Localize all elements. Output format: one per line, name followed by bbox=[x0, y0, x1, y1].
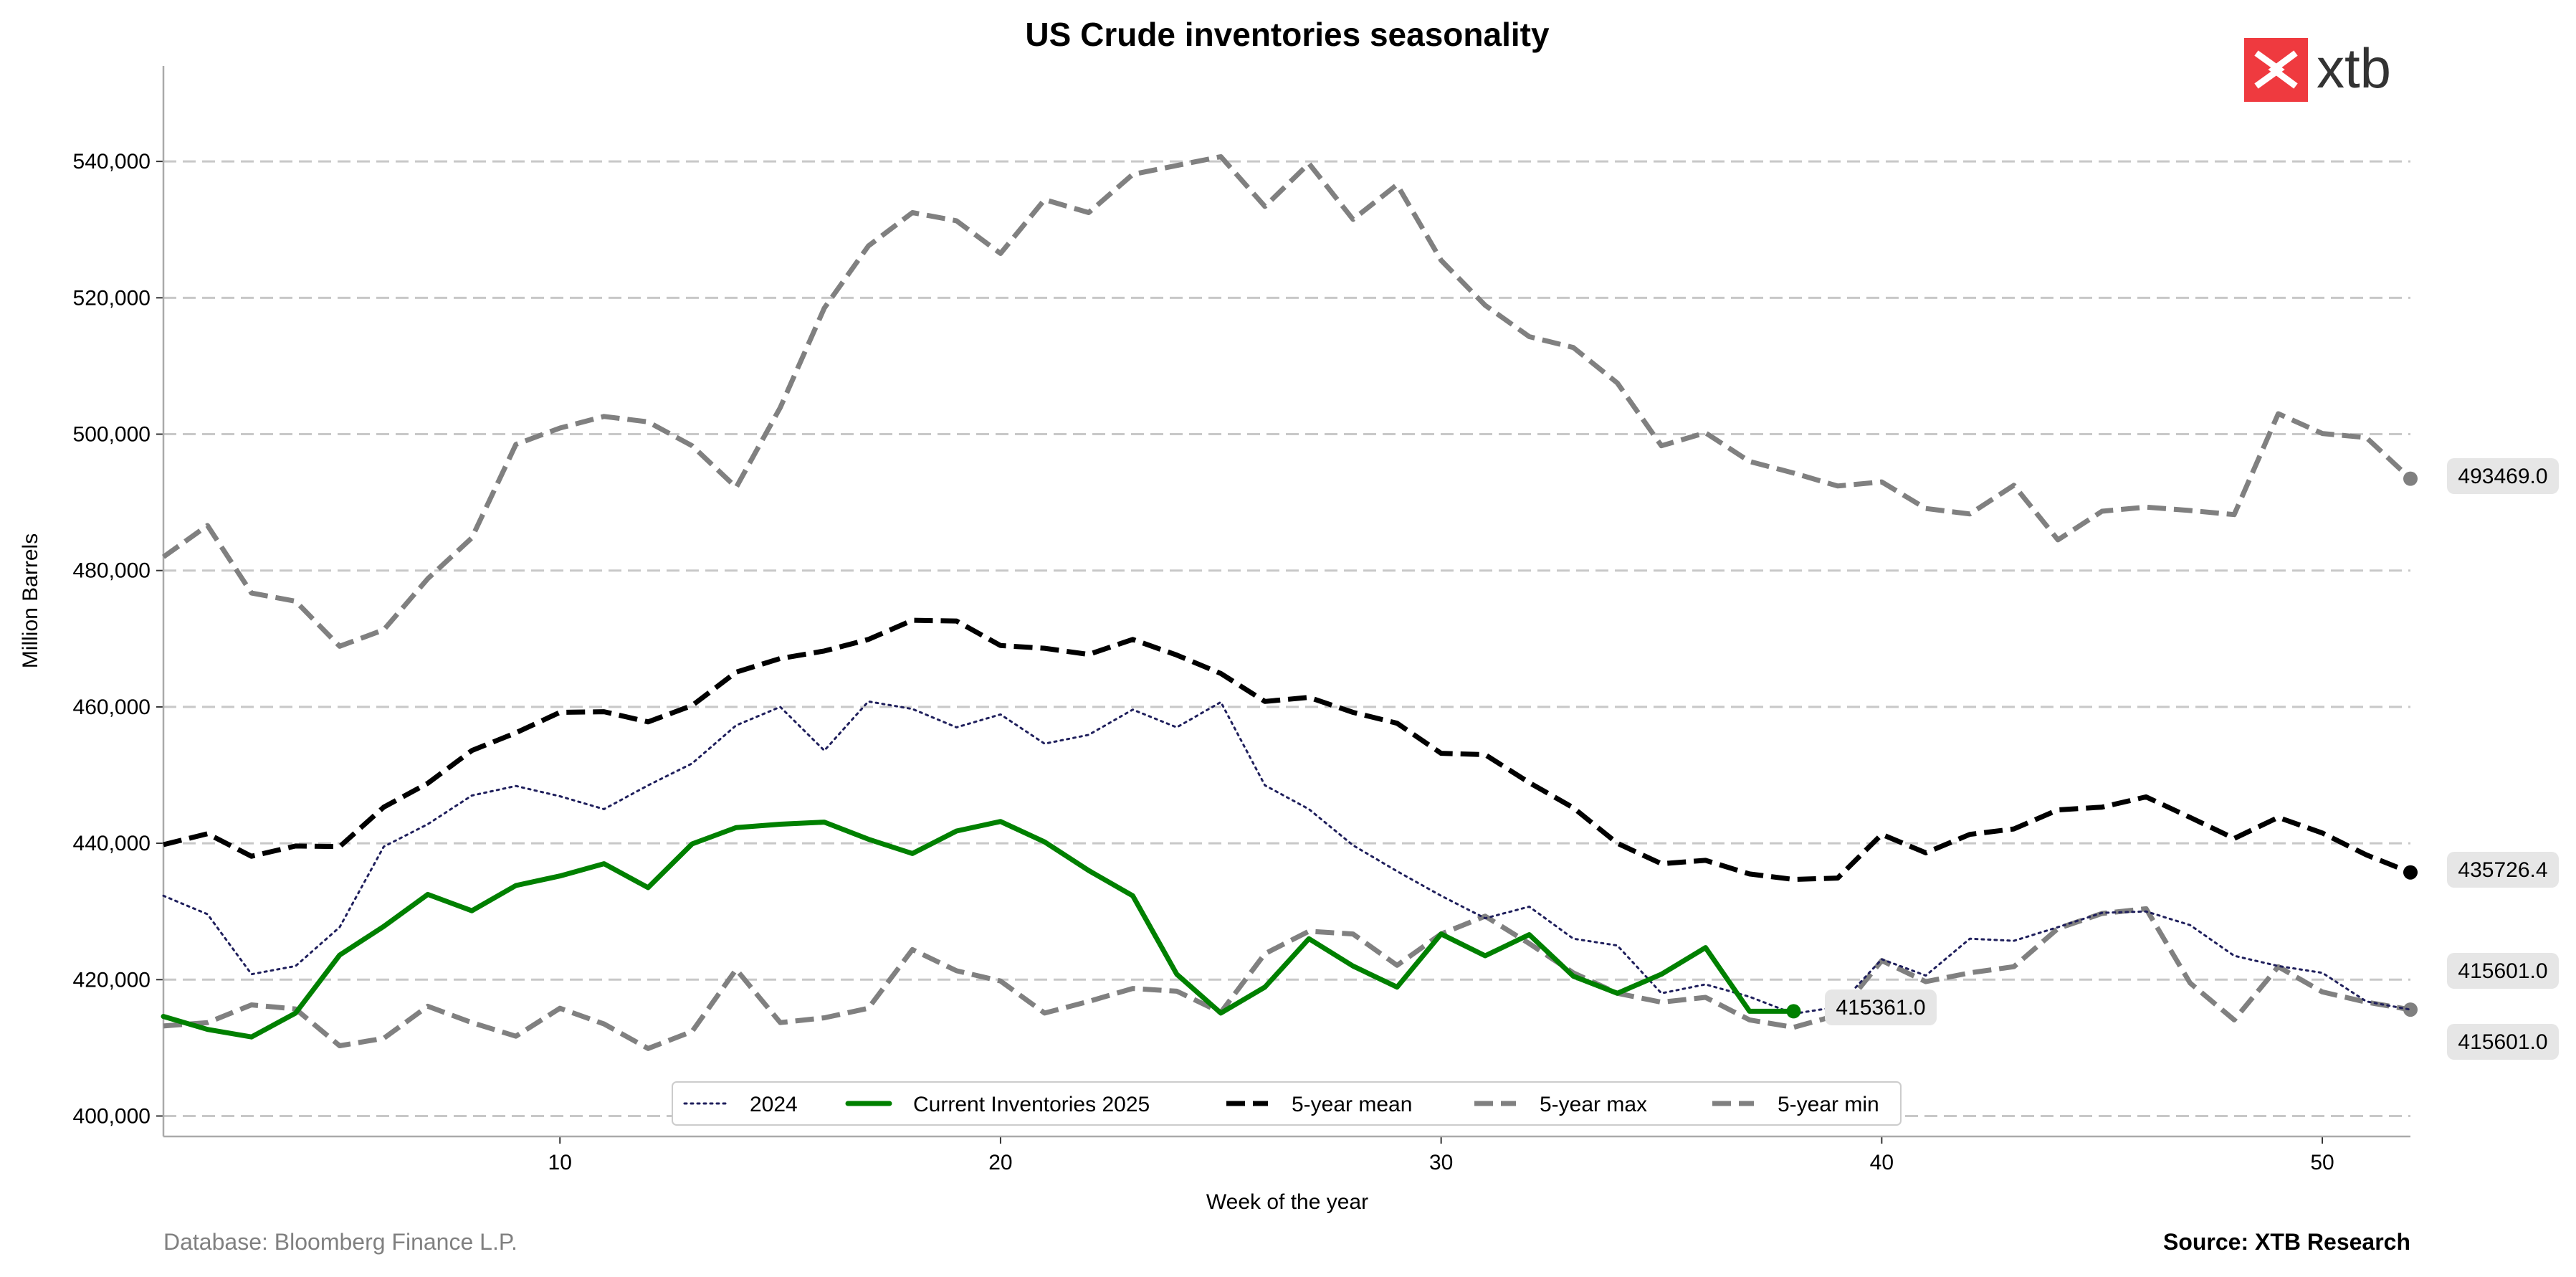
legend-label-2: 5-year mean bbox=[1292, 1093, 1412, 1116]
xtb-logo: xtb bbox=[2244, 37, 2391, 102]
series-end-marker-4 bbox=[2403, 1002, 2418, 1017]
grid bbox=[163, 160, 2410, 1117]
series bbox=[161, 154, 2418, 1051]
end-label-text: 435726.4 bbox=[2458, 858, 2547, 882]
source-note: Source: XTB Research bbox=[2163, 1229, 2410, 1255]
y-tick-label: 520,000 bbox=[73, 286, 151, 310]
x-tick-label: 30 bbox=[1429, 1151, 1453, 1174]
series-line-2 bbox=[163, 617, 2412, 882]
legend-label-3: 5-year max bbox=[1540, 1093, 1647, 1116]
legend-label-4: 5-year min bbox=[1778, 1093, 1879, 1116]
end-label-box bbox=[2447, 953, 2559, 989]
series-line-0 bbox=[162, 700, 2412, 1015]
logo-text: xtb bbox=[2317, 37, 2391, 100]
x-axis-label: Week of the year bbox=[1206, 1190, 1368, 1214]
x-tick-label: 50 bbox=[2310, 1151, 2334, 1174]
y-tick-label: 540,000 bbox=[73, 150, 151, 174]
series-line-4 bbox=[163, 906, 2411, 1051]
database-note: Database: Bloomberg Finance L.P. bbox=[163, 1229, 517, 1255]
series-end-marker-1 bbox=[1786, 1004, 1801, 1019]
series-end-marker-3 bbox=[2403, 471, 2418, 486]
end-label-box bbox=[2447, 852, 2559, 888]
end-label-text: 493469.0 bbox=[2458, 465, 2547, 488]
axes: 400,000 420,000 440,000 460,000 480,000 500,0… bbox=[73, 66, 2410, 1174]
series-end-marker-2 bbox=[2403, 865, 2418, 880]
y-tick-label: 460,000 bbox=[73, 696, 151, 719]
end-labels: 493469.0 435726.4 415601.0 415601.0 415361.0 bbox=[1825, 458, 2559, 1060]
end-label-text: 415361.0 bbox=[1836, 996, 1925, 1020]
x-tick-label: 20 bbox=[988, 1151, 1012, 1174]
end-label-box bbox=[2447, 1024, 2559, 1060]
series-line-3 bbox=[161, 154, 2413, 649]
series-line-1 bbox=[161, 819, 1796, 1040]
end-label-text: 415601.0 bbox=[2458, 1030, 2547, 1054]
y-tick-label: 500,000 bbox=[73, 423, 151, 447]
x-tick-label: 40 bbox=[1870, 1151, 1894, 1174]
y-tick-label: 440,000 bbox=[73, 832, 151, 855]
y-tick-label: 480,000 bbox=[73, 559, 151, 583]
legend-frame bbox=[672, 1081, 1902, 1126]
legend: 2024 Current Inventories 2025 5-year mean 5… bbox=[672, 1081, 1902, 1126]
end-label-box bbox=[1825, 989, 1937, 1025]
legend-label-0: 2024 bbox=[750, 1093, 798, 1116]
end-label-box bbox=[2447, 458, 2559, 494]
x-tick-label: 10 bbox=[548, 1151, 572, 1174]
y-axis-label: Million Barrels bbox=[19, 533, 42, 668]
chart-title: US Crude inventories seasonality bbox=[1025, 16, 1550, 53]
y-tick-label: 420,000 bbox=[73, 968, 151, 992]
legend-label-1: Current Inventories 2025 bbox=[913, 1093, 1150, 1116]
logo-x-shape bbox=[2254, 50, 2298, 89]
end-label-text: 415601.0 bbox=[2458, 959, 2547, 983]
y-tick-label: 400,000 bbox=[73, 1104, 151, 1128]
